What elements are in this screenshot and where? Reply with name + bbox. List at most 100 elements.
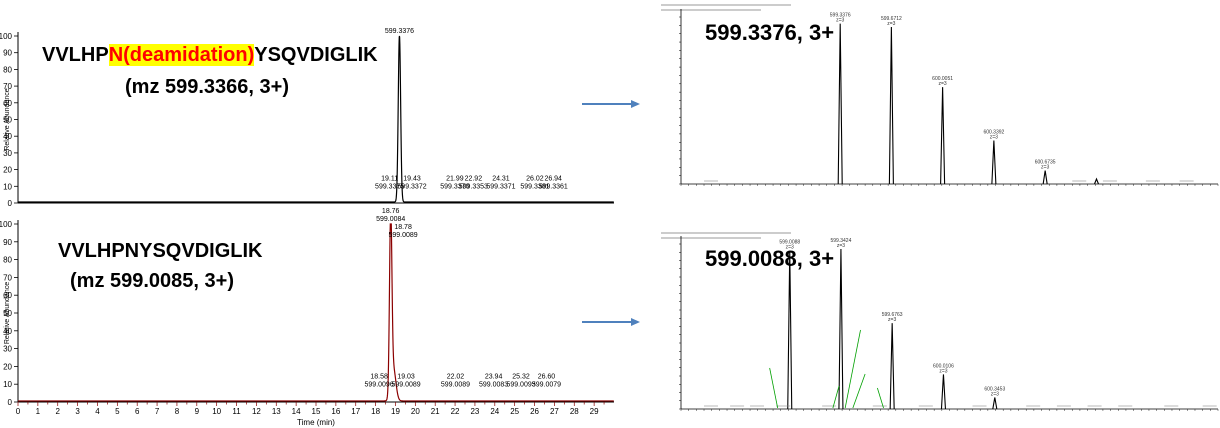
peak-label: 22.02 (447, 374, 465, 381)
spectrum-peak (991, 140, 997, 185)
peak-label: 599.0083 (479, 382, 508, 389)
y-tick-label: 100 (0, 32, 13, 41)
peak-label: 599.6763 (882, 312, 903, 318)
x-tick-label: 28 (570, 407, 579, 416)
spectrum-peak (1093, 177, 1100, 185)
bottom-peptide-label: VVLHPNYSQVDIGLIK (58, 240, 263, 262)
x-tick-label: 7 (155, 407, 160, 416)
x-tick-label: 3 (75, 407, 80, 416)
peak-label: 26.94 (544, 175, 562, 182)
arrows (582, 100, 640, 326)
top-peptide-prefix: VVLHP (42, 44, 109, 66)
x-tick-label: 22 (451, 407, 460, 416)
y-tick-label: 50 (3, 116, 12, 125)
mass-spectrum-bottom-panel: 599.0088z=3599.3424z=3599.6763z=3600.010… (661, 232, 1219, 411)
x-tick-label: 11 (232, 407, 241, 416)
x-tick-label: 6 (135, 407, 140, 416)
peak-charge-label: z=3 (991, 391, 999, 397)
x-tick-label: 26 (530, 407, 539, 416)
peak-label: 599.0088 (779, 240, 800, 246)
x-tick-label: 14 (292, 407, 301, 416)
y-tick-label: 30 (3, 345, 12, 354)
label-leader-line (832, 385, 840, 409)
top-peptide-modification: N(deamidation) (108, 44, 255, 66)
x-tick-label: 2 (56, 407, 61, 416)
peak-label: 24.31 (492, 175, 510, 182)
peak-label: 25.32 (512, 374, 530, 381)
xic-trace (18, 35, 614, 203)
peak-label: 599.0096 (365, 382, 394, 389)
peak-charge-label: z=3 (939, 368, 947, 374)
peak-label: 599.0079 (532, 382, 561, 389)
x-tick-label: 24 (490, 407, 499, 416)
spectrum-peak (787, 250, 793, 410)
bottom-spectrum-label: 599.0088, 3+ (705, 246, 835, 271)
y-tick-label: 0 (8, 199, 13, 208)
label-leader-line (877, 387, 884, 409)
x-tick-label: 17 (351, 407, 360, 416)
peak-label: 600.6735 (1035, 160, 1056, 166)
peak-label: 599.3361 (539, 183, 568, 190)
arrow-head (631, 100, 640, 108)
x-tick-label: 21 (431, 407, 440, 416)
peak-label: 600.3392 (983, 130, 1004, 136)
peak-label: 599.3353 (459, 183, 488, 190)
y-tick-label: 90 (3, 49, 12, 58)
peak-label: 18.78 (394, 224, 412, 231)
peak-label: 18.76 (382, 208, 400, 215)
spectrum-peak (940, 374, 947, 410)
x-tick-label: 1 (36, 407, 41, 416)
bottom-mz-label: (mz 599.0085, 3+) (70, 270, 234, 292)
spectrum-peak (889, 323, 895, 410)
x-tick-label: 10 (212, 407, 221, 416)
peak-charge-label: z=3 (990, 135, 998, 141)
peak-charge-label: z=3 (836, 18, 844, 24)
x-tick-label: 19 (391, 407, 400, 416)
peak-label: 599.6712 (881, 16, 902, 22)
spectrum-peak (838, 248, 844, 410)
y-tick-label: 0 (8, 398, 13, 407)
spectrum-peak (837, 23, 843, 185)
peak-label: 599.3372 (397, 183, 426, 190)
peak-label: 599.0084 (376, 216, 405, 223)
top-peptide-suffix: YSQVDIGLIK (254, 44, 378, 66)
peak-charge-label: z=3 (887, 21, 895, 27)
x-tick-label: 12 (252, 407, 261, 416)
y-axis-title: Relative Abundance (4, 88, 11, 150)
y-tick-label: 10 (3, 380, 12, 389)
x-tick-label: 16 (331, 407, 340, 416)
xic-top-panel: 0 10 20 30 40 50 60 70 80 90 100 Relative Abundance… (0, 28, 614, 208)
y-tick-label: 60 (3, 99, 12, 108)
peak-label: 599.3376 (385, 28, 414, 35)
y-tick-label: 40 (3, 327, 12, 336)
x-axis-title: Time (min) (297, 418, 335, 427)
x-tick-label: 9 (195, 407, 200, 416)
peak-label: 19.11 (381, 175, 398, 182)
peak-label: 19.43 (403, 175, 421, 182)
spectrum-peak (992, 397, 998, 410)
peak-label: 599.3371 (486, 183, 515, 190)
x-tick-label: 5 (115, 407, 120, 416)
peak-charge-label: z=3 (786, 245, 794, 251)
peak-label: 21.99 (446, 175, 464, 182)
x-tick-label: 18 (371, 407, 380, 416)
peak-label: 19.03 (397, 374, 415, 381)
y-tick-label: 20 (3, 166, 12, 175)
x-tick-label: 4 (95, 407, 100, 416)
peak-label: 26.60 (538, 374, 556, 381)
x-tick-label: 25 (510, 407, 519, 416)
peak-label: 22.92 (465, 175, 483, 182)
peak-label: 26.02 (526, 175, 544, 182)
y-tick-label: 60 (3, 291, 12, 300)
arrow-head (631, 318, 640, 326)
y-tick-label: 10 (3, 182, 12, 191)
x-tick-label: 8 (175, 407, 180, 416)
x-tick-label: 20 (411, 407, 420, 416)
y-tick-label: 80 (3, 65, 12, 74)
x-tick-label: 27 (550, 407, 559, 416)
peak-label: 599.3381 (520, 183, 549, 190)
y-tick-label: 40 (3, 132, 12, 141)
peak-label: 599.3376 (830, 13, 851, 19)
